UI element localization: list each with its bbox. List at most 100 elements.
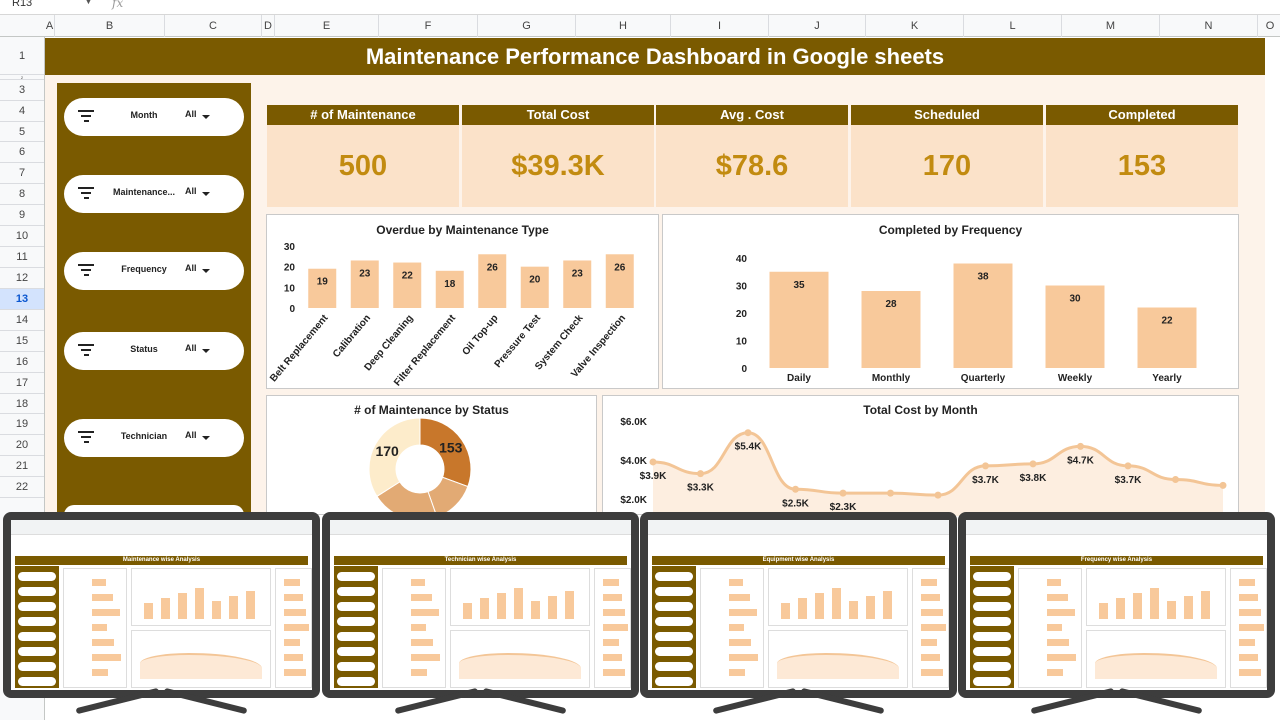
data-label: 26 bbox=[614, 262, 626, 273]
data-point[interactable] bbox=[744, 429, 752, 437]
filter-1[interactable]: Maintenance... All bbox=[64, 175, 244, 213]
preview-monitor[interactable]: Equipment wise Analysis bbox=[640, 512, 957, 720]
preview-monitor[interactable]: Frequency wise Analysis bbox=[958, 512, 1275, 720]
preview-monitor[interactable]: Maintenance wise Analysis bbox=[3, 512, 320, 720]
row-header[interactable]: 7 bbox=[0, 163, 44, 184]
chevron-down-icon[interactable] bbox=[202, 436, 210, 440]
row-header[interactable]: 17 bbox=[0, 373, 44, 394]
data-point[interactable] bbox=[934, 491, 942, 499]
column-header[interactable]: M bbox=[1062, 15, 1160, 37]
filter-0[interactable]: Month All bbox=[64, 98, 244, 136]
bar[interactable] bbox=[1045, 285, 1105, 369]
filter-value[interactable]: All bbox=[185, 109, 197, 119]
filter-4[interactable]: Technician All bbox=[64, 419, 244, 457]
filter-value[interactable]: All bbox=[185, 263, 197, 273]
bar[interactable] bbox=[769, 271, 829, 368]
column-header[interactable]: G bbox=[478, 15, 576, 37]
bar[interactable] bbox=[861, 291, 921, 368]
data-label: 28 bbox=[885, 299, 897, 310]
preview-filter bbox=[18, 587, 56, 596]
row-header[interactable]: 11 bbox=[0, 247, 44, 268]
filter-partial[interactable] bbox=[64, 505, 244, 515]
data-point[interactable] bbox=[1077, 442, 1084, 450]
bar[interactable] bbox=[478, 254, 507, 308]
column-header[interactable]: J bbox=[769, 15, 866, 37]
preview-bar bbox=[1239, 639, 1255, 646]
column-header[interactable]: A bbox=[45, 15, 55, 37]
bar[interactable] bbox=[350, 260, 379, 308]
row-header[interactable]: 14 bbox=[0, 310, 44, 331]
filter-icon bbox=[78, 110, 94, 124]
column-header[interactable]: N bbox=[1160, 15, 1258, 37]
data-point[interactable] bbox=[887, 489, 894, 497]
column-header[interactable]: K bbox=[866, 15, 964, 37]
data-point[interactable] bbox=[1172, 476, 1179, 483]
filter-label: Maintenance... bbox=[112, 187, 175, 197]
bar[interactable] bbox=[563, 260, 592, 308]
filter-3[interactable]: Status All bbox=[64, 332, 244, 370]
data-point[interactable] bbox=[982, 462, 989, 470]
chevron-down-icon[interactable] bbox=[202, 269, 210, 273]
data-point[interactable] bbox=[1219, 481, 1227, 489]
chevron-down-icon[interactable] bbox=[202, 349, 210, 353]
preview-panel bbox=[450, 630, 590, 688]
row-header[interactable]: 15 bbox=[0, 331, 44, 352]
row-header[interactable]: 4 bbox=[0, 101, 44, 122]
row-header[interactable]: 2 bbox=[0, 75, 44, 80]
row-header[interactable]: 18 bbox=[0, 394, 44, 414]
row-header[interactable]: 16 bbox=[0, 352, 44, 373]
bar[interactable] bbox=[308, 268, 337, 308]
row-header[interactable]: 3 bbox=[0, 80, 44, 101]
chevron-down-icon[interactable]: ▼ bbox=[84, 0, 93, 6]
row-header[interactable]: 22 bbox=[0, 477, 44, 498]
filter-value[interactable]: All bbox=[185, 430, 197, 440]
preview-bar bbox=[1047, 594, 1068, 601]
filter-2[interactable]: Frequency All bbox=[64, 252, 244, 290]
chevron-down-icon[interactable] bbox=[202, 192, 210, 196]
donut-slice[interactable] bbox=[419, 417, 472, 488]
column-header[interactable]: L bbox=[964, 15, 1062, 37]
column-header[interactable]: E bbox=[275, 15, 379, 37]
data-point[interactable] bbox=[697, 470, 704, 478]
data-point[interactable] bbox=[1124, 462, 1132, 470]
preview-bar bbox=[729, 579, 743, 586]
row-header[interactable]: 5 bbox=[0, 122, 44, 142]
bar[interactable] bbox=[1137, 307, 1197, 369]
data-point[interactable] bbox=[1029, 460, 1037, 468]
filter-value[interactable]: All bbox=[185, 343, 197, 353]
bar[interactable] bbox=[605, 254, 634, 308]
row-header[interactable]: 13 bbox=[0, 289, 44, 310]
data-point[interactable] bbox=[792, 485, 799, 493]
column-header[interactable]: D bbox=[262, 15, 275, 37]
name-box[interactable]: R13 bbox=[12, 0, 33, 9]
row-header[interactable]: 8 bbox=[0, 184, 44, 205]
preview-filter bbox=[973, 647, 1011, 656]
column-header[interactable]: O bbox=[1258, 15, 1280, 37]
filter-value[interactable]: All bbox=[185, 186, 197, 196]
column-header[interactable]: F bbox=[379, 15, 478, 37]
donut-slice[interactable] bbox=[368, 417, 421, 498]
row-header[interactable]: 21 bbox=[0, 456, 44, 477]
row-header[interactable]: 19 bbox=[0, 414, 44, 435]
preview-bar bbox=[195, 588, 204, 619]
row-header[interactable]: 1 bbox=[0, 37, 44, 75]
column-header[interactable]: C bbox=[165, 15, 262, 37]
data-point[interactable] bbox=[839, 489, 847, 497]
preview-monitor[interactable]: Technician wise Analysis bbox=[322, 512, 639, 720]
bar[interactable] bbox=[393, 262, 422, 308]
row-header[interactable]: 6 bbox=[0, 142, 44, 163]
chevron-down-icon[interactable] bbox=[202, 115, 210, 119]
data-point[interactable] bbox=[649, 458, 657, 466]
donut-slice[interactable] bbox=[427, 476, 469, 516]
bar[interactable] bbox=[953, 263, 1013, 369]
row-header[interactable]: 10 bbox=[0, 226, 44, 247]
bar[interactable] bbox=[520, 266, 549, 308]
preview-panel bbox=[768, 630, 908, 688]
column-header[interactable]: H bbox=[576, 15, 671, 37]
row-header[interactable]: 12 bbox=[0, 268, 44, 289]
column-header[interactable]: I bbox=[671, 15, 769, 37]
row-header[interactable]: 9 bbox=[0, 205, 44, 226]
row-header[interactable]: 20 bbox=[0, 435, 44, 456]
column-header[interactable]: B bbox=[55, 15, 165, 37]
bar[interactable] bbox=[435, 270, 464, 308]
